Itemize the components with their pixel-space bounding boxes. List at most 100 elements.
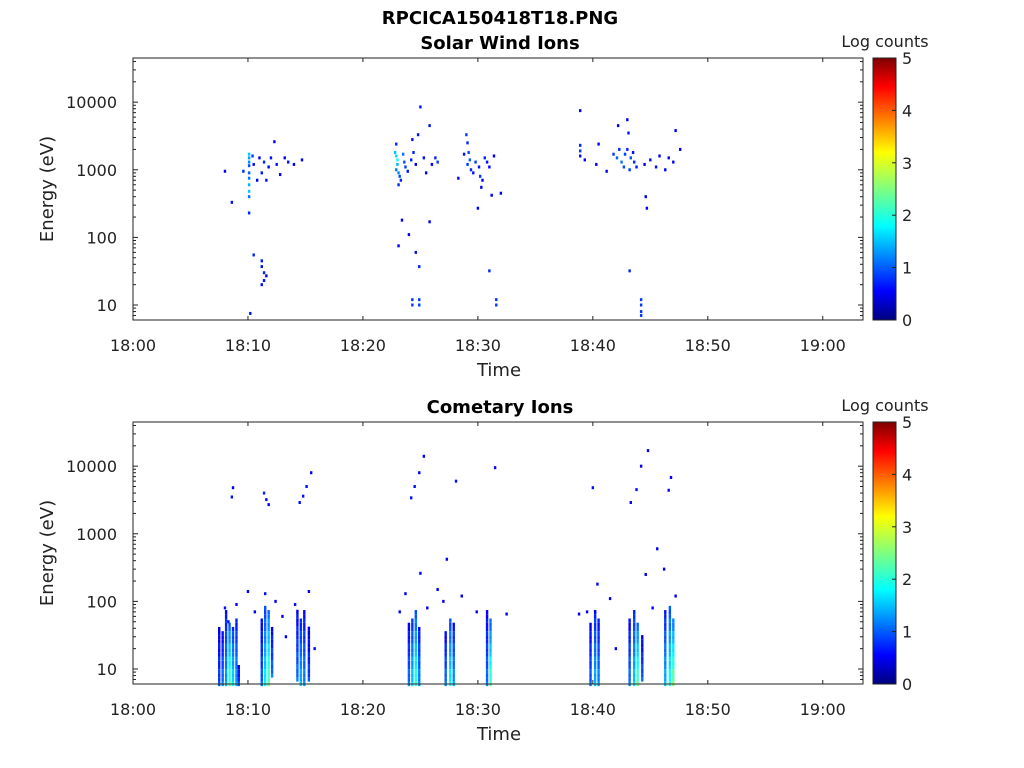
spectrogram-cell <box>264 677 267 682</box>
spectrogram-cell <box>267 635 270 640</box>
spectrogram-cell <box>265 274 268 278</box>
spectrogram-cell <box>668 673 672 678</box>
spectrogram-cell <box>636 677 639 682</box>
spectrogram-cell <box>672 660 675 665</box>
y-tick-label: 1000 <box>76 525 117 544</box>
spectrogram-cell <box>224 673 228 678</box>
spectrogram-cell <box>267 677 270 682</box>
spectrogram-cell <box>227 620 230 624</box>
spectrogram-cell <box>299 673 303 678</box>
spectrogram-cell <box>416 133 420 137</box>
spectrogram-cell <box>418 626 421 632</box>
spectrogram-cell <box>418 673 421 678</box>
spectrogram-cell <box>299 622 303 627</box>
spectrogram-cell <box>231 626 235 632</box>
spectrogram-cell <box>489 677 492 682</box>
spectrogram-cell <box>230 495 234 499</box>
spectrogram-cell <box>411 618 414 623</box>
spectrogram-cell <box>267 669 270 674</box>
spectrogram-cell <box>614 647 618 651</box>
spectrogram-cell <box>664 614 667 619</box>
spectrogram-cell <box>228 664 231 670</box>
spectrogram-cell <box>639 303 643 307</box>
spectrogram-cell <box>407 635 411 640</box>
spectrogram-cell <box>452 631 455 636</box>
spectrogram-cell <box>292 162 296 166</box>
spectrogram-cell <box>231 673 235 678</box>
spectrogram-cell <box>235 626 238 632</box>
spectrogram-cell <box>235 631 238 636</box>
spectrogram-cell <box>583 158 586 162</box>
spectrogram-cell <box>628 660 631 665</box>
spectrogram-cell <box>303 614 306 619</box>
spectrogram-cell <box>668 605 672 611</box>
spectrogram-cell <box>452 648 455 653</box>
spectrogram-cell <box>578 109 582 113</box>
spectrogram-cell <box>307 639 311 644</box>
spectrogram-cell <box>411 303 414 307</box>
spectrogram-cell <box>247 189 251 193</box>
spectrogram-cell <box>414 669 418 674</box>
spectrogram-cell <box>267 639 270 644</box>
spectrogram-cell <box>633 677 636 682</box>
spectrogram-cell <box>428 220 431 224</box>
spectrogram-cell <box>407 622 411 627</box>
y-axis: 10 100 1000 10000 <box>66 60 863 321</box>
spectrogram-cell <box>422 454 426 458</box>
spectrogram-cell <box>489 618 492 623</box>
spectrogram-cell <box>644 572 647 576</box>
spectrogram-cell <box>260 259 263 263</box>
colorbar-tick-label: 1 <box>902 259 912 278</box>
spectrogram-cell <box>228 660 231 665</box>
spectrogram-cell <box>633 614 636 619</box>
spectrogram-cell <box>246 590 250 594</box>
spectrogram-cell <box>218 660 221 665</box>
spectrogram-cell <box>286 160 290 164</box>
spectrogram-cell <box>615 156 619 160</box>
spectrogram-cell <box>668 656 672 661</box>
spectrogram-cell <box>635 488 638 492</box>
spectrogram-cell <box>264 648 267 653</box>
spectrogram-cell <box>442 599 445 603</box>
colorbar-tick-label: 4 <box>902 101 912 120</box>
colorbar-tick-label: 5 <box>902 49 912 68</box>
colorbar-tick-label: 2 <box>902 206 912 225</box>
spectrogram-cell <box>260 626 263 632</box>
spectrogram-cell <box>449 639 452 644</box>
spectrogram-cell <box>299 660 303 665</box>
spectrogram-cell <box>489 660 492 665</box>
colorbar-label: Log counts <box>841 32 928 51</box>
spectrogram-cell <box>452 677 455 682</box>
spectrogram-cell <box>633 656 636 661</box>
spectrogram-cell <box>641 677 644 682</box>
spectrogram-cell <box>449 622 452 627</box>
spectrogram-cell <box>303 626 306 632</box>
spectrogram-cell <box>641 660 644 665</box>
spectrogram-cell <box>593 618 597 623</box>
spectrogram-cell <box>235 664 238 670</box>
spectrogram-cell <box>628 635 631 640</box>
spectrogram-cell <box>270 626 274 632</box>
spectrogram-cell <box>485 614 489 619</box>
spectrogram-cell <box>449 664 452 670</box>
plot-area <box>218 449 677 687</box>
spectrogram-cell <box>218 639 221 644</box>
spectrogram-cell <box>418 635 421 640</box>
spectrogram-cell <box>228 652 231 657</box>
spectrogram-cell <box>672 618 675 623</box>
spectrogram-cell <box>296 639 299 644</box>
spectrogram-cell <box>267 631 270 636</box>
spectrogram-cell <box>668 669 672 674</box>
spectrogram-cell <box>395 142 398 146</box>
spectrogram-cell <box>396 162 399 166</box>
spectrogram-cell <box>633 626 636 632</box>
spectrogram-cell <box>485 652 489 657</box>
spectrogram-cell <box>221 660 224 665</box>
spectrogram-cell <box>228 673 231 678</box>
spectrogram-cell <box>296 660 299 665</box>
spectrogram-cell <box>664 168 667 172</box>
spectrogram-cell <box>628 677 631 682</box>
spectrogram-cell <box>488 165 491 169</box>
spectrogram-cell <box>224 656 228 661</box>
spectrogram-cell <box>664 656 667 661</box>
